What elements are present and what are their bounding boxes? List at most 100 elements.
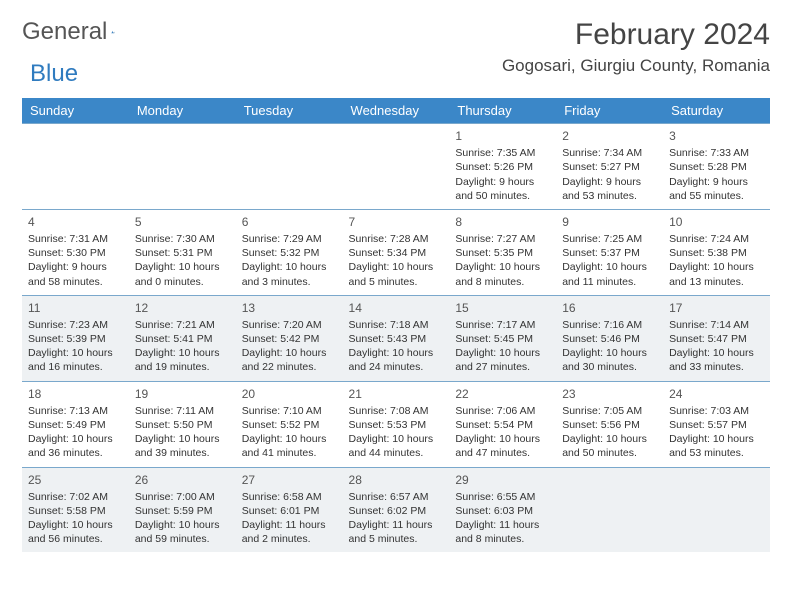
calendar-cell: 28Sunrise: 6:57 AMSunset: 6:02 PMDayligh…: [343, 467, 450, 552]
sunrise-line: Sunrise: 7:24 AM: [669, 232, 764, 246]
sunset-line: Sunset: 5:57 PM: [669, 418, 764, 432]
daylight-line: Daylight: 10 hours and 27 minutes.: [455, 346, 550, 374]
sunrise-line: Sunrise: 7:31 AM: [28, 232, 123, 246]
sunset-line: Sunset: 5:37 PM: [562, 246, 657, 260]
day-number: 4: [28, 214, 123, 230]
daylight-line: Daylight: 11 hours and 5 minutes.: [349, 518, 444, 546]
day-number: 14: [349, 300, 444, 316]
sunrise-line: Sunrise: 7:30 AM: [135, 232, 230, 246]
sunrise-line: Sunrise: 7:02 AM: [28, 490, 123, 504]
weekday-header: Thursday: [449, 98, 556, 124]
calendar-cell: [343, 124, 450, 210]
day-number: 21: [349, 386, 444, 402]
sunset-line: Sunset: 5:27 PM: [562, 160, 657, 174]
sunrise-line: Sunrise: 7:28 AM: [349, 232, 444, 246]
day-number: 26: [135, 472, 230, 488]
sunrise-line: Sunrise: 7:06 AM: [455, 404, 550, 418]
daylight-line: Daylight: 10 hours and 0 minutes.: [135, 260, 230, 288]
sunset-line: Sunset: 5:42 PM: [242, 332, 337, 346]
day-number: 17: [669, 300, 764, 316]
calendar-cell: 7Sunrise: 7:28 AMSunset: 5:34 PMDaylight…: [343, 209, 450, 295]
sunset-line: Sunset: 5:43 PM: [349, 332, 444, 346]
day-number: 20: [242, 386, 337, 402]
weekday-header: Monday: [129, 98, 236, 124]
calendar-body: 1Sunrise: 7:35 AMSunset: 5:26 PMDaylight…: [22, 124, 770, 553]
calendar-cell: 6Sunrise: 7:29 AMSunset: 5:32 PMDaylight…: [236, 209, 343, 295]
calendar-cell: 8 Sunrise: 7:27 AMSunset: 5:35 PMDaylight…: [449, 209, 556, 295]
daylight-line: Daylight: 10 hours and 5 minutes.: [349, 260, 444, 288]
sunrise-line: Sunrise: 7:17 AM: [455, 318, 550, 332]
calendar-cell: 10Sunrise: 7:24 AMSunset: 5:38 PMDayligh…: [663, 209, 770, 295]
daylight-line: Daylight: 10 hours and 8 minutes.: [455, 260, 550, 288]
sunset-line: Sunset: 5:58 PM: [28, 504, 123, 518]
weekday-header: Sunday: [22, 98, 129, 124]
calendar-cell: 16Sunrise: 7:16 AMSunset: 5:46 PMDayligh…: [556, 295, 663, 381]
day-number: 9: [562, 214, 657, 230]
day-number: 13: [242, 300, 337, 316]
day-number: 28: [349, 472, 444, 488]
day-number: 5: [135, 214, 230, 230]
sunset-line: Sunset: 5:47 PM: [669, 332, 764, 346]
calendar-cell: 27Sunrise: 6:58 AMSunset: 6:01 PMDayligh…: [236, 467, 343, 552]
sunset-line: Sunset: 5:54 PM: [455, 418, 550, 432]
daylight-line: Daylight: 9 hours and 50 minutes.: [455, 175, 550, 203]
daylight-line: Daylight: 10 hours and 19 minutes.: [135, 346, 230, 374]
day-number: 3: [669, 128, 764, 144]
weekday-header: Tuesday: [236, 98, 343, 124]
sunrise-line: Sunrise: 6:58 AM: [242, 490, 337, 504]
daylight-line: Daylight: 10 hours and 16 minutes.: [28, 346, 123, 374]
calendar-header: SundayMondayTuesdayWednesdayThursdayFrid…: [22, 98, 770, 124]
weekday-header: Friday: [556, 98, 663, 124]
day-number: 1: [455, 128, 550, 144]
day-number: 24: [669, 386, 764, 402]
daylight-line: Daylight: 10 hours and 22 minutes.: [242, 346, 337, 374]
sunset-line: Sunset: 5:45 PM: [455, 332, 550, 346]
month-title: February 2024: [502, 18, 770, 52]
sunset-line: Sunset: 6:03 PM: [455, 504, 550, 518]
day-number: 22: [455, 386, 550, 402]
calendar-cell: 24Sunrise: 7:03 AMSunset: 5:57 PMDayligh…: [663, 381, 770, 467]
sunrise-line: Sunrise: 7:05 AM: [562, 404, 657, 418]
daylight-line: Daylight: 10 hours and 53 minutes.: [669, 432, 764, 460]
calendar-cell: 11Sunrise: 7:23 AMSunset: 5:39 PMDayligh…: [22, 295, 129, 381]
sunrise-line: Sunrise: 7:13 AM: [28, 404, 123, 418]
daylight-line: Daylight: 10 hours and 30 minutes.: [562, 346, 657, 374]
calendar-cell: 17Sunrise: 7:14 AMSunset: 5:47 PMDayligh…: [663, 295, 770, 381]
calendar-cell: 13Sunrise: 7:20 AMSunset: 5:42 PMDayligh…: [236, 295, 343, 381]
sunset-line: Sunset: 5:49 PM: [28, 418, 123, 432]
day-number: 10: [669, 214, 764, 230]
calendar-cell: 15 Sunrise: 7:17 AMSunset: 5:45 PMDayligh…: [449, 295, 556, 381]
sunset-line: Sunset: 5:26 PM: [455, 160, 550, 174]
calendar-cell: 26Sunrise: 7:00 AMSunset: 5:59 PMDayligh…: [129, 467, 236, 552]
daylight-line: Daylight: 10 hours and 11 minutes.: [562, 260, 657, 288]
calendar-table: SundayMondayTuesdayWednesdayThursdayFrid…: [22, 98, 770, 552]
sunrise-line: Sunrise: 6:57 AM: [349, 490, 444, 504]
day-number: 25: [28, 472, 123, 488]
daylight-line: Daylight: 9 hours and 53 minutes.: [562, 175, 657, 203]
sunrise-line: Sunrise: 7:35 AM: [455, 146, 550, 160]
sunset-line: Sunset: 5:35 PM: [455, 246, 550, 260]
calendar-cell: [236, 124, 343, 210]
daylight-line: Daylight: 10 hours and 24 minutes.: [349, 346, 444, 374]
day-number: 2: [562, 128, 657, 144]
calendar-cell: 12Sunrise: 7:21 AMSunset: 5:41 PMDayligh…: [129, 295, 236, 381]
sunrise-line: Sunrise: 6:55 AM: [455, 490, 550, 504]
day-number: 16: [562, 300, 657, 316]
sunset-line: Sunset: 5:34 PM: [349, 246, 444, 260]
calendar-cell: 3Sunrise: 7:33 AMSunset: 5:28 PMDaylight…: [663, 124, 770, 210]
day-number: 27: [242, 472, 337, 488]
day-number: 8: [455, 214, 550, 230]
daylight-line: Daylight: 10 hours and 36 minutes.: [28, 432, 123, 460]
day-number: 15: [455, 300, 550, 316]
sunset-line: Sunset: 5:53 PM: [349, 418, 444, 432]
daylight-line: Daylight: 10 hours and 39 minutes.: [135, 432, 230, 460]
calendar-cell: 1 Sunrise: 7:35 AMSunset: 5:26 PMDaylight…: [449, 124, 556, 210]
sunrise-line: Sunrise: 7:27 AM: [455, 232, 550, 246]
sunrise-line: Sunrise: 7:34 AM: [562, 146, 657, 160]
daylight-line: Daylight: 10 hours and 33 minutes.: [669, 346, 764, 374]
day-number: 18: [28, 386, 123, 402]
sunrise-line: Sunrise: 7:00 AM: [135, 490, 230, 504]
sunset-line: Sunset: 5:31 PM: [135, 246, 230, 260]
calendar-cell: 25Sunrise: 7:02 AMSunset: 5:58 PMDayligh…: [22, 467, 129, 552]
sunset-line: Sunset: 5:32 PM: [242, 246, 337, 260]
